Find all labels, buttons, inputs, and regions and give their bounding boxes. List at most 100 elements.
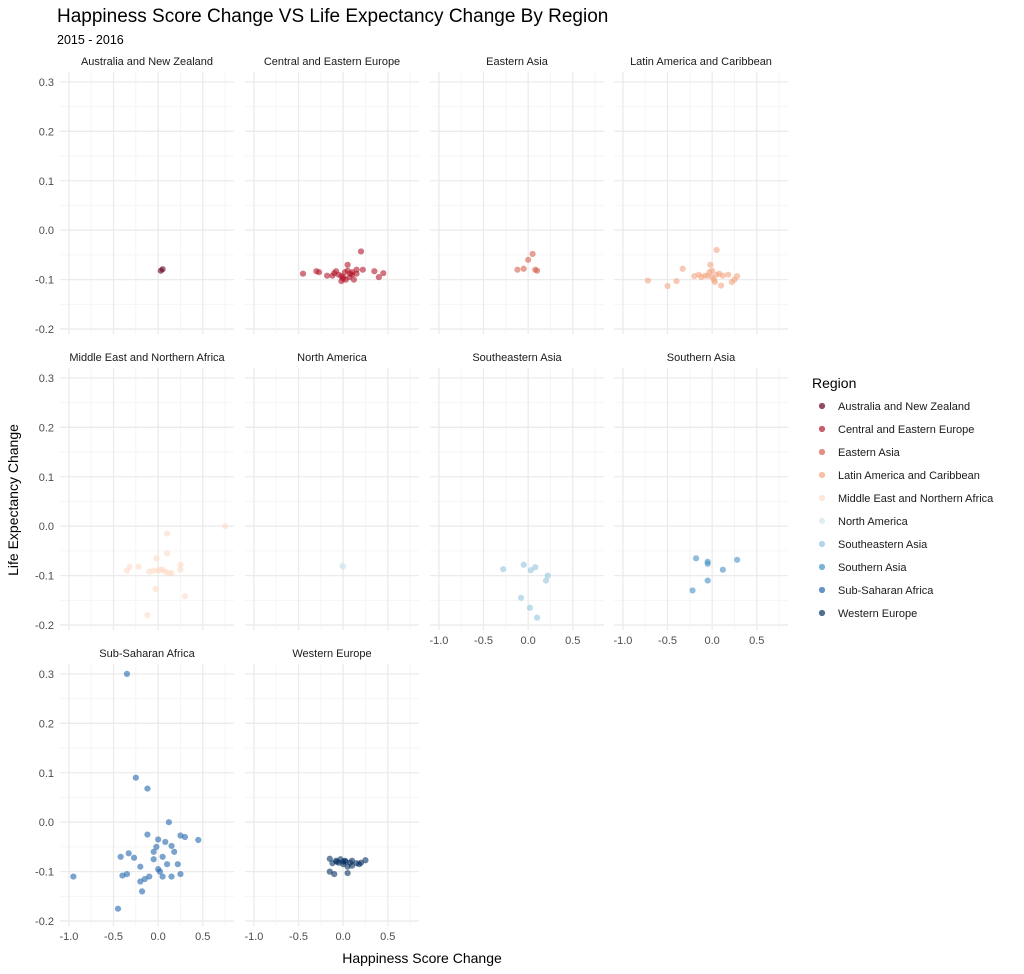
data-point [333, 858, 341, 865]
legend-label: North America [838, 516, 909, 528]
facet-panel: Western Europe -1.0 -0.5 0.0 0.5 [244, 648, 419, 943]
data-point [114, 905, 122, 912]
legend-key [818, 609, 826, 617]
gridlines [245, 664, 419, 926]
legend-key [818, 563, 826, 571]
data-point [123, 870, 131, 878]
data-point [168, 842, 175, 850]
y-tick-label: 0.2 [39, 718, 54, 730]
data-point [137, 863, 144, 870]
x-tick-label: -0.5 [658, 635, 677, 647]
y-tick-label: 0.0 [39, 225, 54, 237]
legend-label: Australia and New Zealand [838, 401, 970, 413]
facet-panel: Middle East and Northern Africa -0.2 -0.1 0… [35, 352, 234, 632]
x-tick-label: 0.5 [195, 931, 210, 943]
y-tick-label: -0.1 [35, 867, 54, 879]
data-point [150, 848, 157, 855]
data-point [144, 785, 151, 792]
data-point [533, 267, 541, 274]
data-point [701, 272, 709, 279]
data-point [299, 270, 307, 277]
data-point [344, 870, 351, 877]
chart-title: Happiness Score Change VS Life Expectanc… [57, 6, 608, 27]
data-point [125, 850, 132, 857]
legend-item: Sub-Saharan Africa [818, 585, 934, 597]
legend-label: Western Europe [838, 608, 917, 620]
y-tick-label: -0.2 [35, 324, 54, 336]
facet-strip-label: Australia and New Zealand [81, 56, 213, 68]
data-point [707, 261, 714, 268]
y-tick-label: 0.0 [39, 817, 54, 829]
legend-key [818, 471, 826, 479]
data-point [529, 250, 536, 258]
gridlines [60, 72, 234, 334]
data-point [162, 568, 169, 575]
data-point [709, 267, 716, 274]
data-point [123, 670, 131, 677]
data-point [144, 831, 151, 838]
data-point [734, 556, 741, 563]
legend-key [818, 586, 826, 594]
x-tick-label: 0.0 [705, 635, 720, 647]
data-point [168, 570, 175, 577]
x-tick-label: 0.5 [380, 931, 395, 943]
data-point [517, 594, 525, 601]
legend-item: Eastern Asia [818, 447, 901, 459]
x-tick-label: 0.0 [336, 931, 351, 943]
data-point [359, 266, 366, 273]
facet-panel: Southern Asia -1.0 -0.5 0.0 0.5 [613, 352, 788, 647]
data-point [323, 272, 331, 279]
y-axis-label: Life Expectancy Change [5, 424, 21, 576]
facet-panel: Central and Eastern Europe [245, 56, 419, 334]
gridlines [614, 368, 788, 630]
legend-item: Middle East and Northern Africa [818, 493, 994, 505]
legend-label: Latin America and Caribbean [838, 470, 980, 482]
data-point [689, 587, 696, 594]
facet-panel: Eastern Asia [430, 56, 604, 334]
legend-item: Southeastern Asia [818, 539, 928, 551]
legend-key [818, 402, 826, 410]
legend-label: Southern Asia [838, 562, 907, 574]
legend-key [818, 517, 826, 525]
data-point [162, 838, 169, 846]
y-tick-label: 0.3 [39, 77, 54, 89]
data-point [146, 873, 153, 880]
data-point [181, 593, 189, 600]
x-tick-label: 0.5 [565, 635, 580, 647]
facet-panel: Sub-Saharan Africa -0.2 -0.1 0.0 0.1 0.2 0.3 -1… [35, 648, 234, 943]
data-point [692, 555, 700, 562]
legend-label: Middle East and Northern Africa [838, 493, 994, 505]
facet-panel: North America [245, 352, 419, 630]
data-point [350, 276, 357, 283]
data-point [138, 888, 146, 895]
facet-strip-label: Southeastern Asia [472, 352, 562, 364]
data-point [532, 564, 539, 571]
y-tick-label: 0.1 [39, 176, 54, 188]
data-point [679, 265, 686, 272]
data-point [342, 858, 349, 865]
gridlines [245, 368, 419, 630]
data-point [340, 563, 347, 570]
y-tick-label: 0.3 [39, 373, 54, 385]
gridlines [430, 368, 604, 630]
y-tick-label: 0.3 [39, 669, 54, 681]
data-point [181, 833, 189, 841]
x-tick-label: -1.0 [59, 931, 78, 943]
y-tick-label: -0.1 [35, 275, 54, 287]
data-point [132, 774, 139, 781]
data-point [704, 560, 711, 567]
data-point [221, 523, 229, 530]
x-tick-label: 0.0 [521, 635, 536, 647]
facet-strip-label: Latin America and Caribbean [630, 56, 772, 68]
data-point [177, 561, 184, 568]
data-point [362, 857, 369, 864]
facet-panel: Southeastern Asia -1.0 -0.5 0.0 0.5 [429, 352, 604, 647]
data-point [527, 567, 534, 574]
data-point [664, 282, 671, 290]
data-point [342, 276, 349, 283]
data-point [525, 256, 532, 263]
data-point [344, 261, 351, 268]
legend-label: Southeastern Asia [838, 539, 928, 551]
facet-strip-label: Eastern Asia [486, 56, 549, 68]
